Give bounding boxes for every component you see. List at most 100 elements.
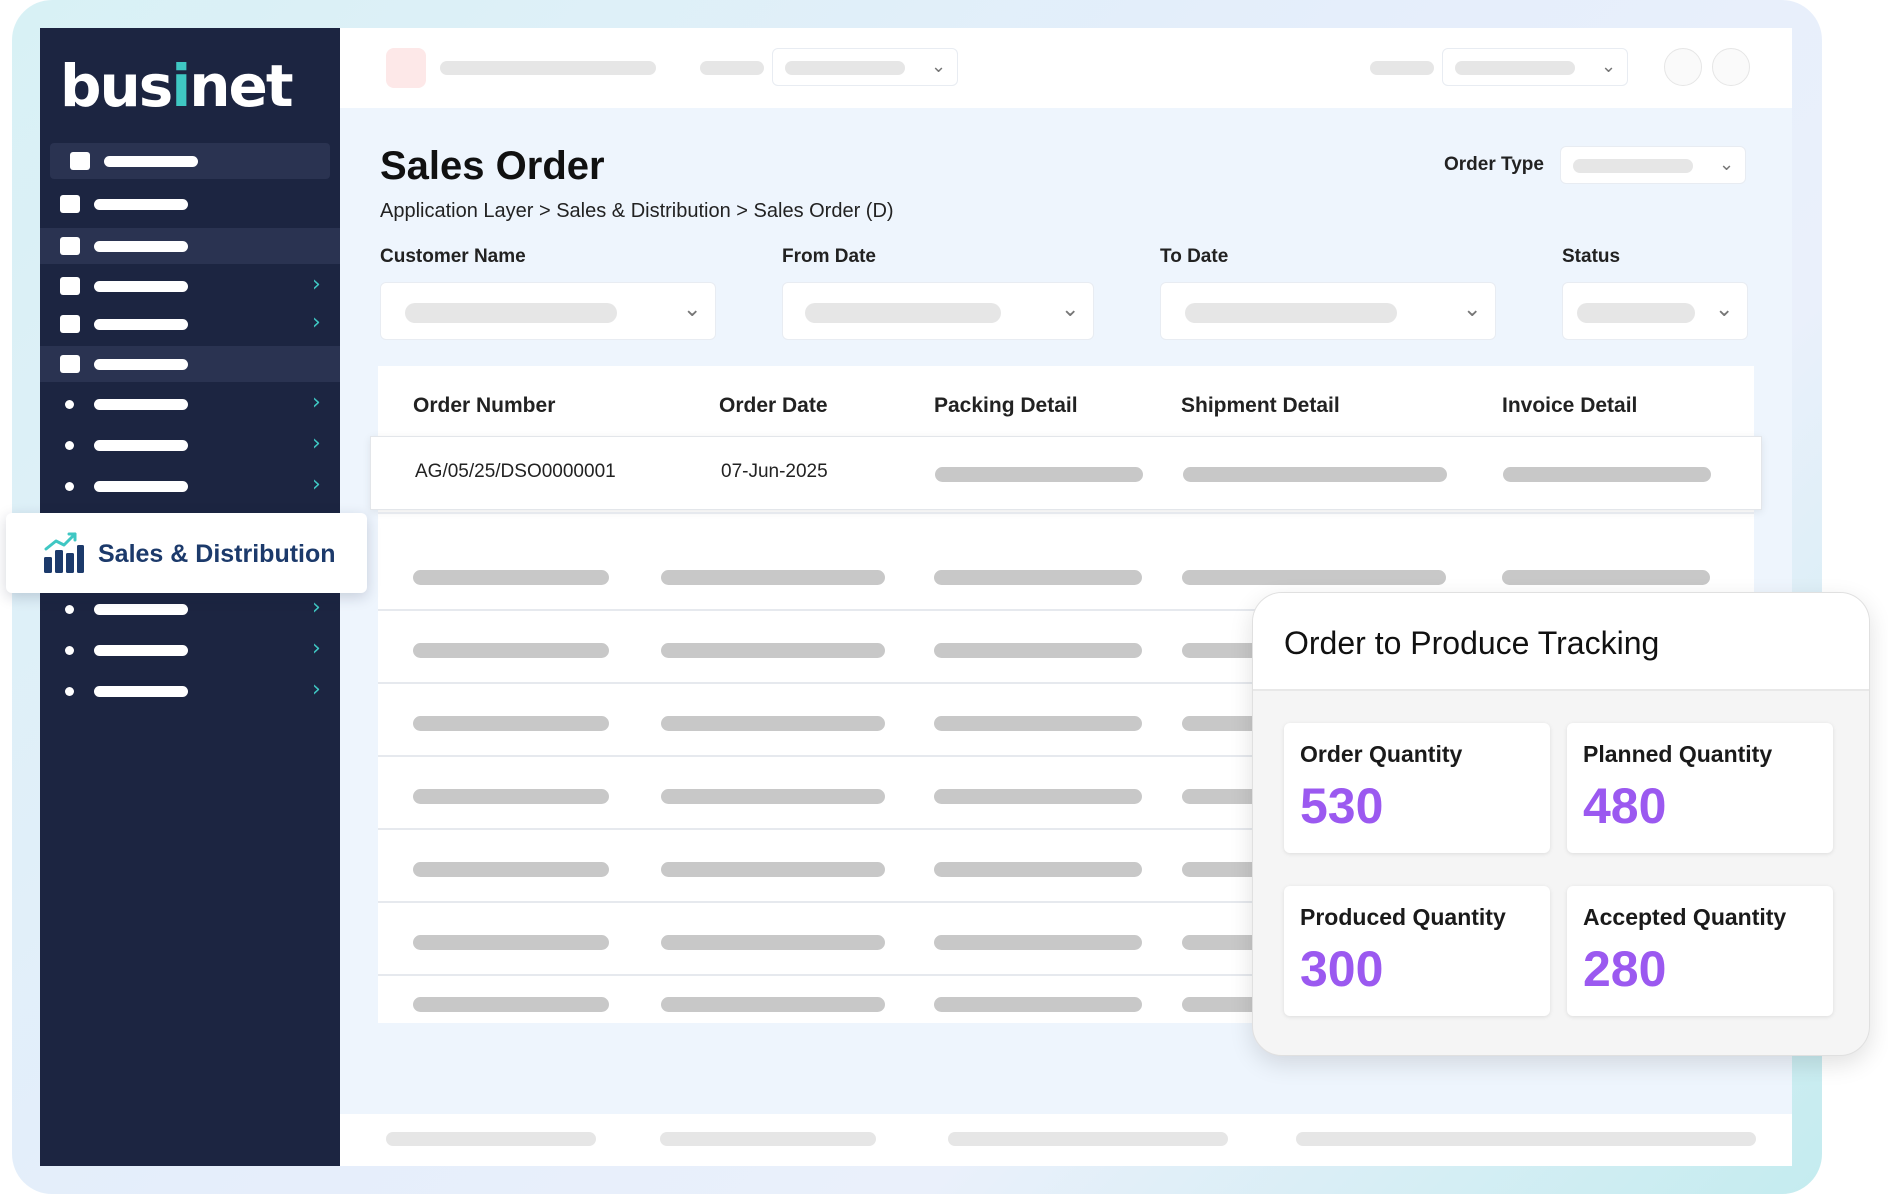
- sidebar-subitem[interactable]: ›: [40, 427, 340, 463]
- from-date-label: From Date: [782, 246, 876, 267]
- packing-detail-placeholder: [935, 467, 1143, 482]
- cell-placeholder: [661, 935, 885, 950]
- menu-label-placeholder: [94, 440, 188, 451]
- bullet-icon: [65, 605, 74, 614]
- cell-placeholder: [413, 935, 609, 950]
- customer-name-dropdown[interactable]: ⌄: [380, 282, 716, 340]
- row-divider: [378, 828, 1754, 830]
- chevron-down-icon: ⌄: [1601, 56, 1617, 77]
- page-title: Sales Order: [380, 144, 605, 188]
- sidebar-item[interactable]: [40, 346, 340, 382]
- bullet-icon: [65, 687, 74, 696]
- chevron-down-icon: ⌄: [1463, 297, 1482, 322]
- column-header-order-date[interactable]: Order Date: [719, 394, 828, 417]
- tracking-title: Order to Produce Tracking: [1284, 625, 1660, 661]
- cell-placeholder: [413, 570, 609, 585]
- sidebar-subitem[interactable]: ›: [40, 591, 340, 627]
- sales-distribution-label: Sales & Distribution: [98, 540, 336, 568]
- column-header-packing-detail[interactable]: Packing Detail: [934, 394, 1078, 417]
- top-dropdown-1[interactable]: ⌄: [772, 48, 958, 86]
- column-header-order-number[interactable]: Order Number: [413, 394, 556, 417]
- cell-placeholder: [934, 935, 1142, 950]
- cell-placeholder: [934, 997, 1142, 1012]
- menu-label-placeholder: [104, 156, 198, 167]
- customer-name-label: Customer Name: [380, 246, 526, 267]
- sidebar-item[interactable]: ›: [40, 268, 340, 304]
- menu-square-icon: [60, 355, 80, 373]
- menu-label-placeholder: [94, 281, 188, 292]
- accepted-quantity-card: Accepted Quantity 280: [1567, 886, 1833, 1016]
- value-placeholder: [1185, 303, 1397, 323]
- order-type-dropdown[interactable]: ⌄: [1560, 146, 1746, 184]
- sidebar-item[interactable]: [40, 228, 340, 264]
- bullet-icon: [65, 482, 74, 491]
- chevron-right-icon: ›: [312, 677, 321, 702]
- footer-placeholder: [948, 1132, 1228, 1146]
- row-divider: [378, 755, 1754, 757]
- row-divider: [378, 901, 1754, 903]
- to-date-picker[interactable]: ⌄: [1160, 282, 1496, 340]
- sidebar-subitem[interactable]: ›: [40, 632, 340, 668]
- sidebar-subitem[interactable]: ›: [40, 468, 340, 504]
- order-quantity-card: Order Quantity 530: [1284, 723, 1550, 853]
- sidebar-subitem[interactable]: ›: [40, 673, 340, 709]
- status-dropdown[interactable]: ⌄: [1562, 282, 1748, 340]
- chevron-down-icon: ⌄: [1061, 297, 1080, 322]
- title-placeholder: [440, 61, 656, 75]
- chevron-right-icon: ›: [312, 272, 321, 297]
- sidebar-item[interactable]: ›: [40, 306, 340, 342]
- value-placeholder: [405, 303, 617, 323]
- value-placeholder: [785, 61, 905, 75]
- order-quantity-value: 530: [1300, 778, 1384, 834]
- notification-icon[interactable]: [1664, 48, 1702, 86]
- chevron-right-icon: ›: [312, 595, 321, 620]
- value-placeholder: [1573, 159, 1693, 173]
- order-quantity-label: Order Quantity: [1300, 741, 1463, 767]
- chevron-down-icon: ⌄: [931, 56, 947, 77]
- menu-square-icon: [60, 277, 80, 295]
- chevron-down-icon: ⌄: [683, 297, 702, 322]
- from-date-picker[interactable]: ⌄: [782, 282, 1094, 340]
- value-placeholder: [1455, 61, 1575, 75]
- planned-quantity-label: Planned Quantity: [1583, 741, 1773, 767]
- top-dropdown-2[interactable]: ⌄: [1442, 48, 1628, 86]
- cell-placeholder: [934, 862, 1142, 877]
- cell-placeholder: [413, 716, 609, 731]
- planned-quantity-value: 480: [1583, 778, 1667, 834]
- to-date-label: To Date: [1160, 246, 1229, 267]
- menu-label-placeholder: [94, 241, 188, 252]
- order-tracking-panel: Order to Produce Tracking Order Quantity…: [1252, 592, 1870, 1056]
- top-bar: ⌄ ⌄: [340, 28, 1792, 108]
- chevron-down-icon: ⌄: [1719, 154, 1735, 175]
- sidebar: businet › › › › › › ›: [40, 28, 340, 1166]
- menu-label-placeholder: [94, 319, 188, 330]
- sidebar-item[interactable]: [40, 186, 340, 222]
- order-number-cell: AG/05/25/DSO0000001: [415, 461, 616, 482]
- menu-square-icon: [60, 237, 80, 255]
- footer-placeholder: [660, 1132, 876, 1146]
- cell-placeholder: [934, 570, 1142, 585]
- menu-label-placeholder: [94, 604, 188, 615]
- order-date-cell: 07-Jun-2025: [721, 461, 828, 482]
- cell-placeholder: [413, 643, 609, 658]
- footer-placeholder: [386, 1132, 596, 1146]
- row-divider: [378, 682, 1754, 684]
- chevron-down-icon: ⌄: [1715, 297, 1734, 322]
- user-avatar[interactable]: [1712, 48, 1750, 86]
- sales-distribution-menu-card[interactable]: Sales & Distribution: [6, 513, 367, 593]
- order-type-label: Order Type: [1444, 154, 1544, 175]
- row-divider: [378, 609, 1754, 611]
- produced-quantity-card: Produced Quantity 300: [1284, 886, 1550, 1016]
- menu-square-icon: [70, 152, 90, 170]
- bullet-icon: [65, 441, 74, 450]
- sidebar-subitem[interactable]: ›: [40, 386, 340, 422]
- table-row[interactable]: AG/05/25/DSO0000001 07-Jun-2025: [370, 436, 1762, 510]
- menu-square-icon: [60, 195, 80, 213]
- footer-placeholder: [1296, 1132, 1756, 1146]
- column-header-shipment-detail[interactable]: Shipment Detail: [1181, 394, 1340, 417]
- menu-square-icon: [60, 315, 80, 333]
- cell-placeholder: [934, 789, 1142, 804]
- column-header-invoice-detail[interactable]: Invoice Detail: [1502, 394, 1638, 417]
- sidebar-item[interactable]: [50, 143, 330, 179]
